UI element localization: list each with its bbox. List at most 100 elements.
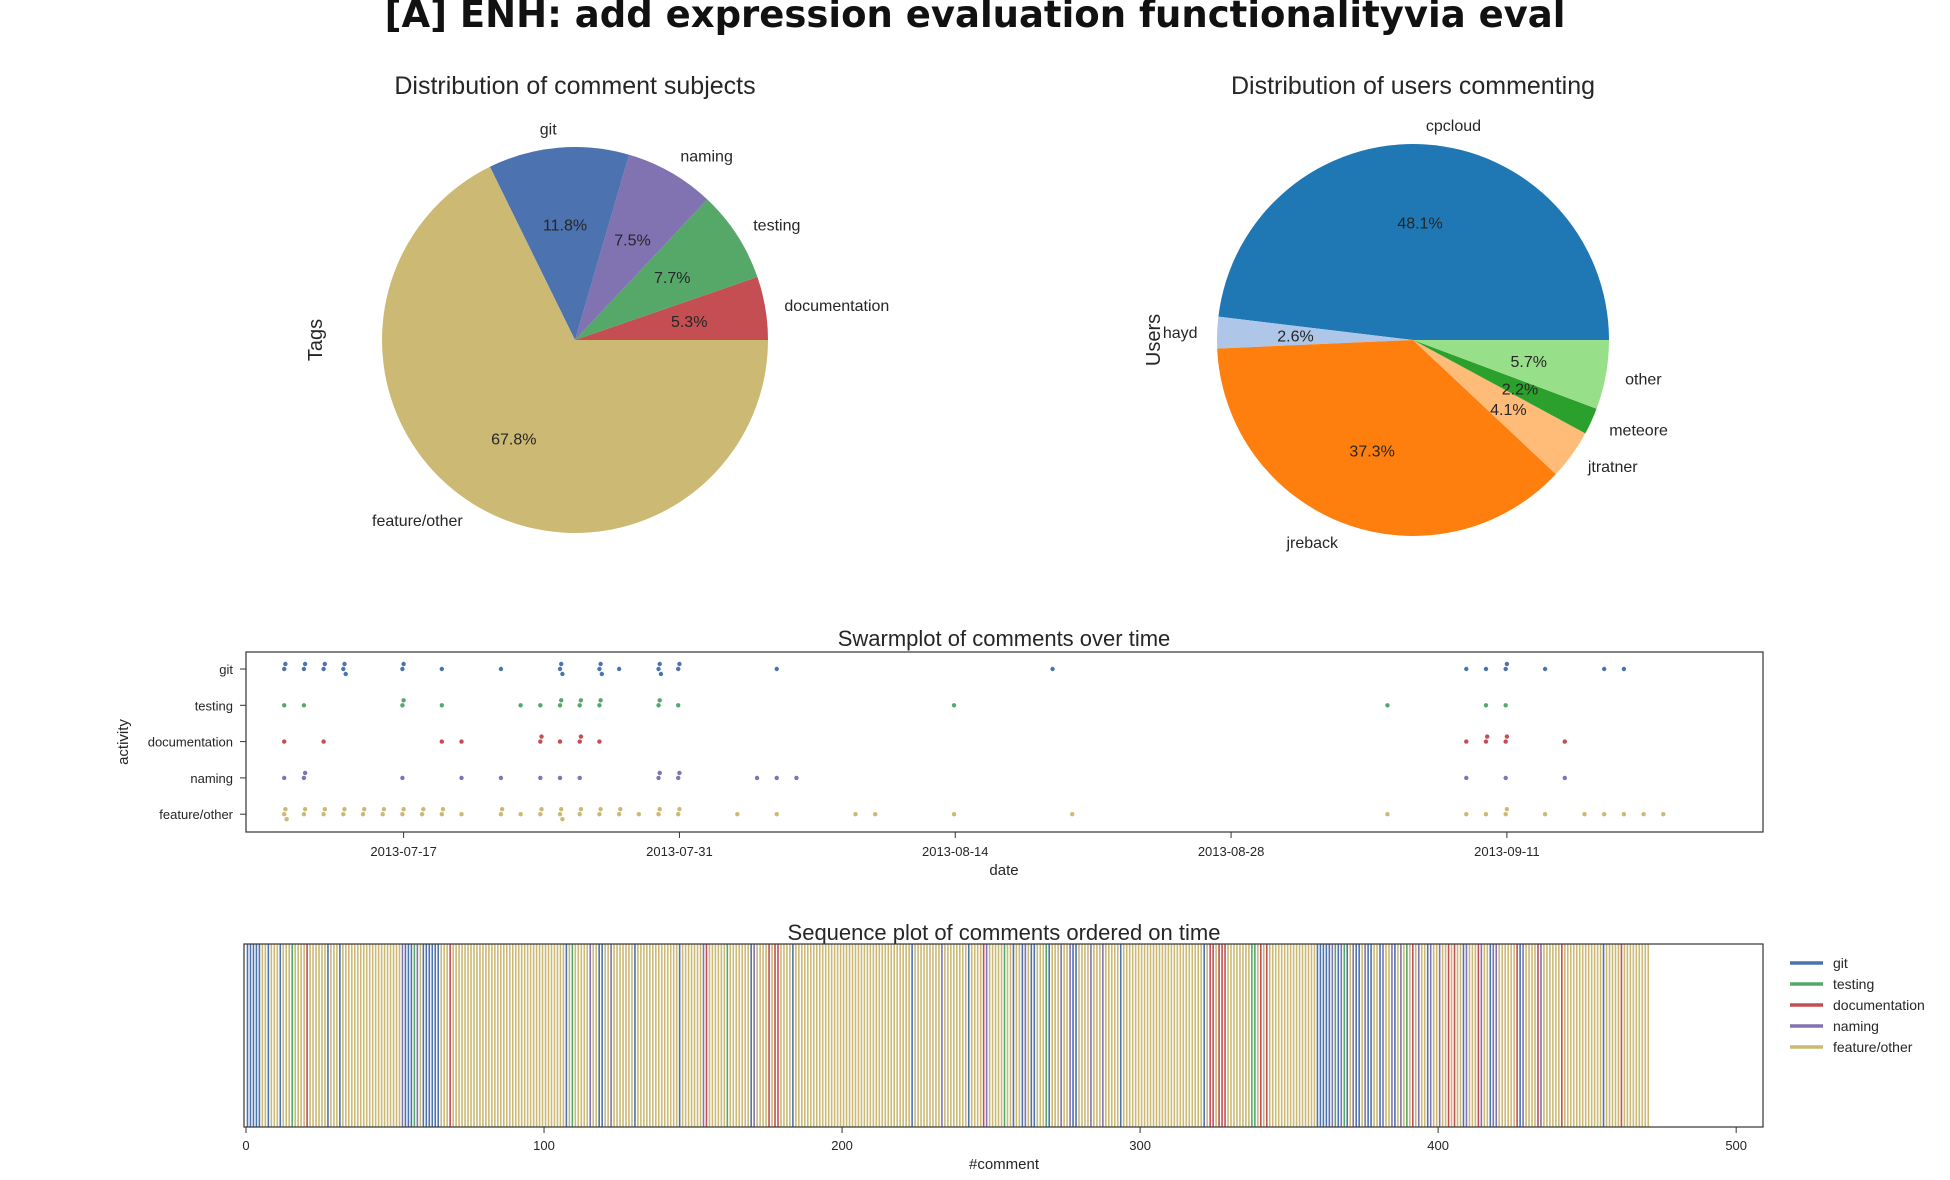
swarm-point-feature-other <box>1483 812 1489 817</box>
swarm-point-feature-other <box>560 817 565 822</box>
seq-frame <box>243 943 1764 1128</box>
swarm-point-feature-other <box>539 807 544 812</box>
swarm-point-feature-other <box>381 807 387 812</box>
swarm-point-naming <box>794 775 799 781</box>
pie2-slice-cpcloud <box>1218 143 1609 340</box>
swarm-point-testing <box>578 698 584 703</box>
swarm-point-feature-other <box>577 812 582 817</box>
swarm-point-feature-other <box>735 812 740 817</box>
seq-legend-label-testing: testing <box>1833 976 1874 992</box>
swarm-point-documentation <box>597 739 602 744</box>
swarm-point-feature-other <box>559 807 564 812</box>
swarm-point-testing <box>401 698 406 703</box>
swarm-point-feature-other <box>401 807 406 812</box>
swarm-point-feature-other <box>322 807 328 812</box>
swarm-point-naming <box>1562 775 1567 781</box>
swarm-point-git <box>677 661 682 667</box>
swarm-point-git <box>302 661 308 667</box>
swarm-point-naming <box>301 775 307 781</box>
swarm-point-git <box>1503 666 1508 672</box>
pie-chart-comment-subjects: Distribution of comment subjects Tags do… <box>305 72 889 533</box>
pie1-pct-documentation: 5.3% <box>671 314 707 331</box>
swarm-point-feature-other <box>657 807 662 812</box>
pie1-label-naming: naming <box>680 149 732 166</box>
swarm-point-git <box>341 666 346 672</box>
pie2-pct-jreback: 37.3% <box>1349 443 1394 460</box>
swarm-point-naming <box>1464 775 1469 781</box>
swarm-point-testing <box>559 698 564 703</box>
swarm-point-naming <box>400 775 405 781</box>
swarm-point-git <box>343 671 348 677</box>
swarm-point-git <box>557 666 563 672</box>
swarm-point-feature-other <box>597 812 602 817</box>
swarm-point-git <box>401 661 406 667</box>
swarm-point-documentation <box>439 739 445 744</box>
pie2-title: Distribution of users commenting <box>1231 72 1595 100</box>
swarm-point-feature-other <box>1661 812 1666 817</box>
pie2-label-meteore: meteore <box>1609 422 1668 439</box>
swarm-point-feature-other <box>1582 812 1587 817</box>
swarm-point-git <box>439 666 445 672</box>
swarm-point-feature-other <box>1542 812 1548 817</box>
pie2-slice-jtratner <box>1413 340 1586 475</box>
swarm-point-git <box>342 661 347 667</box>
swarm-xtick-2013-08-28: 2013-08-28 <box>1198 844 1265 859</box>
swarm-point-testing <box>656 703 661 708</box>
swarm-point-naming <box>577 775 582 781</box>
swarm-point-feature-other <box>439 812 445 817</box>
swarm-point-naming <box>774 775 779 781</box>
pie1-label-testing: testing <box>753 218 800 235</box>
swarm-point-git <box>599 671 605 677</box>
swarm-point-feature-other <box>656 812 661 817</box>
pie2-slice-hayd <box>1217 316 1413 349</box>
swarm-point-feature-other <box>283 807 288 812</box>
swarm-point-testing <box>538 703 543 708</box>
swarm-point-feature-other <box>419 812 425 817</box>
swarm-point-feature-other <box>616 812 622 817</box>
pie1-slice-git <box>489 147 630 340</box>
swarm-point-naming <box>676 775 681 781</box>
swarm-ytick-git: git <box>219 662 233 677</box>
swarm-point-feature-other <box>1641 812 1646 817</box>
swarm-point-git <box>301 666 307 672</box>
seq-xtick-300: 300 <box>1129 1138 1151 1153</box>
pie2-label-jtratner: jtratner <box>1587 459 1638 476</box>
swarm-xtick-2013-09-11: 2013-09-11 <box>1474 844 1540 859</box>
swarm-point-feature-other <box>1504 807 1510 812</box>
swarm-point-documentation <box>1464 739 1469 744</box>
swarm-point-feature-other <box>301 812 307 817</box>
swarm-point-feature-other <box>1070 812 1075 817</box>
swarm-point-documentation <box>282 739 287 744</box>
swarm-point-testing <box>557 703 563 708</box>
swarm-point-git <box>1601 666 1607 672</box>
swarm-point-git <box>1483 666 1489 672</box>
swarm-point-testing <box>1385 703 1390 708</box>
swarm-point-documentation <box>577 739 582 744</box>
seq-xtick-100: 100 <box>533 1138 555 1153</box>
pie1-pct-testing: 7.7% <box>654 270 690 287</box>
seq-xtick-200: 200 <box>831 1138 853 1153</box>
swarm-point-feature-other <box>380 812 385 817</box>
swarm-point-feature-other <box>873 812 878 817</box>
swarm-title: Swarmplot of comments over time <box>838 626 1171 651</box>
swarm-xtick-2013-07-17: 2013-07-17 <box>370 844 437 859</box>
swarm-xtick-2013-07-31: 2013-07-31 <box>646 844 713 859</box>
pie1-slice-testing <box>575 199 758 340</box>
swarm-point-git <box>676 666 681 672</box>
pie-chart-users-commenting: Distribution of users commenting Users c… <box>1143 72 1668 552</box>
swarm-point-naming <box>754 775 760 781</box>
swarm-point-feature-other <box>578 807 584 812</box>
pie1-slice-documentation <box>575 276 768 340</box>
swarm-point-testing <box>598 698 603 703</box>
swarm-point-naming <box>538 775 543 781</box>
swarm-point-documentation <box>539 734 544 739</box>
swarm-point-git <box>597 666 602 672</box>
swarm-point-git <box>322 661 328 667</box>
swarm-point-git <box>498 666 504 672</box>
swarm-point-documentation <box>538 739 543 744</box>
swarm-point-git <box>559 661 564 667</box>
swarm-point-documentation <box>1483 739 1489 744</box>
pie1-pct-git: 11.8% <box>543 218 587 235</box>
swarm-point-feature-other <box>774 812 779 817</box>
